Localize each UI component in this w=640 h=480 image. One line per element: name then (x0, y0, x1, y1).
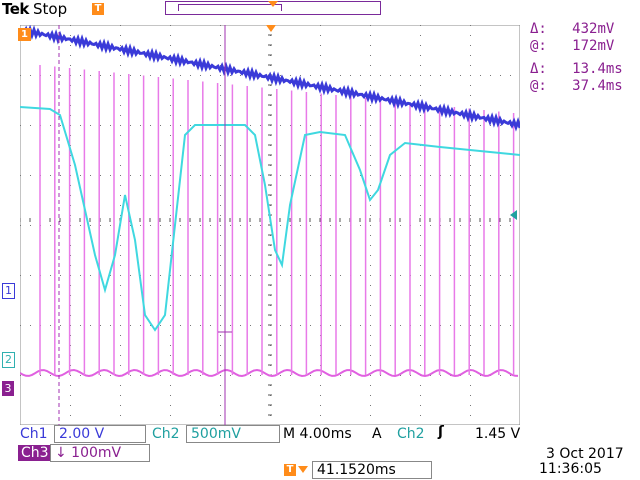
trigger-point-icon (266, 25, 276, 32)
delta-voltage-readout: Δ: 432mV (530, 21, 615, 37)
ch1-label[interactable]: Ch1 (20, 426, 48, 442)
waveform-display[interactable] (20, 25, 520, 425)
time-readout: 11:36:05 (539, 461, 602, 477)
ch1-waveform (20, 25, 520, 132)
trigger-source[interactable]: Ch2 (397, 426, 425, 442)
trigger-position-marker: T (92, 3, 104, 15)
trigger-slope-icon: ʃ (438, 424, 444, 440)
trigger-position-icon: T (284, 464, 296, 476)
trigger-level[interactable]: 1.45 V (475, 426, 521, 442)
ch2-label[interactable]: Ch2 (152, 426, 180, 442)
ch1-scale[interactable]: 2.00 V (54, 425, 146, 443)
trigger-position-readout[interactable]: 41.1520ms (312, 461, 432, 479)
ch1-ground-marker: 1 (18, 28, 31, 41)
at-voltage-readout: @: 172mV (530, 38, 615, 54)
acquisition-status: Stop (33, 0, 68, 18)
ch2-marker[interactable]: 2 (2, 352, 15, 368)
ch3-label[interactable]: Ch3 (18, 445, 52, 461)
ch2-trigger-level-icon (510, 210, 517, 220)
delta-time-readout: Δ: 13.4ms (530, 61, 623, 77)
brand-logo: Tek (2, 0, 29, 18)
record-trigger-icon (268, 1, 278, 7)
record-view-window (178, 4, 282, 11)
timebase-readout[interactable]: M 4.00ms (283, 426, 352, 442)
date-readout: 3 Oct 2017 (546, 446, 624, 462)
ch3-scale[interactable]: ↓ 100mV (50, 444, 150, 462)
ch2-waveform (20, 106, 520, 332)
ch3-waveform (20, 65, 519, 378)
ch3-marker[interactable]: 3 (2, 381, 14, 396)
ch2-scale[interactable]: 500mV (186, 425, 280, 443)
ch1-marker[interactable]: 1 (2, 283, 15, 299)
trigger-arrow-icon (298, 466, 308, 473)
trigger-mode: A (372, 426, 382, 442)
at-time-readout: @: 37.4ms (530, 78, 623, 94)
